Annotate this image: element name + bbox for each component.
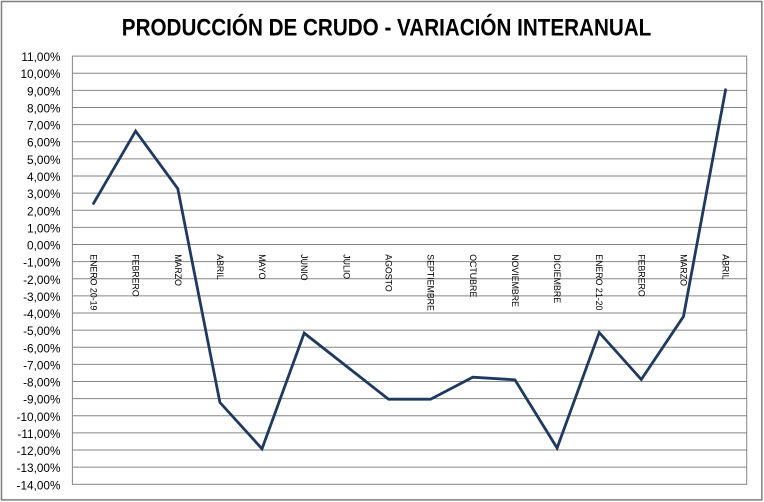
svg-text:-11,00%: -11,00% (17, 427, 61, 441)
svg-text:4,00%: 4,00% (27, 170, 61, 184)
svg-text:OCTUBRE: OCTUBRE (468, 254, 478, 297)
svg-text:-5,00%: -5,00% (23, 324, 61, 338)
svg-text:NOVIEMBRE: NOVIEMBRE (510, 254, 520, 307)
svg-text:PRODUCCIÓN DE CRUDO - VARIACIÓ: PRODUCCIÓN DE CRUDO - VARIACIÓN INTERANU… (122, 14, 652, 42)
svg-text:-9,00%: -9,00% (23, 393, 61, 407)
svg-text:JUNIO: JUNIO (299, 254, 309, 281)
svg-text:FEBRERO: FEBRERO (131, 254, 141, 297)
svg-text:-14,00%: -14,00% (17, 478, 61, 492)
svg-text:ABRIL: ABRIL (721, 254, 731, 280)
svg-text:1,00%: 1,00% (27, 221, 61, 235)
svg-text:11,00%: 11,00% (21, 50, 61, 64)
svg-text:-13,00%: -13,00% (17, 461, 61, 475)
svg-text:10,00%: 10,00% (20, 67, 61, 81)
svg-text:JULIO: JULIO (341, 254, 351, 279)
svg-text:MARZO: MARZO (679, 254, 689, 286)
svg-text:3,00%: 3,00% (27, 187, 61, 201)
svg-text:9,00%: 9,00% (27, 84, 61, 98)
svg-text:0,00%: 0,00% (27, 239, 61, 253)
svg-text:8,00%: 8,00% (27, 101, 61, 115)
svg-text:-2,00%: -2,00% (23, 273, 61, 287)
svg-text:-8,00%: -8,00% (23, 376, 61, 390)
svg-text:AGOSTO: AGOSTO (384, 254, 394, 292)
svg-text:-3,00%: -3,00% (23, 290, 61, 304)
svg-text:-10,00%: -10,00% (17, 410, 61, 424)
svg-text:ENERO 20-19: ENERO 20-19 (89, 254, 99, 310)
svg-text:6,00%: 6,00% (27, 136, 61, 150)
svg-text:FEBRERO: FEBRERO (636, 254, 646, 297)
svg-text:-4,00%: -4,00% (23, 307, 61, 321)
svg-text:ABRIL: ABRIL (215, 254, 225, 280)
svg-text:ENERO 21-20: ENERO 21-20 (594, 254, 604, 310)
svg-text:SEPTIEMBRE: SEPTIEMBRE (426, 254, 436, 311)
svg-text:7,00%: 7,00% (27, 119, 61, 133)
svg-text:MAYO: MAYO (257, 254, 267, 279)
svg-text:-6,00%: -6,00% (23, 341, 61, 355)
svg-text:-1,00%: -1,00% (23, 256, 61, 270)
svg-text:2,00%: 2,00% (27, 204, 61, 218)
svg-text:-7,00%: -7,00% (23, 358, 61, 372)
svg-text:DICIEMBRE: DICIEMBRE (552, 254, 562, 303)
svg-text:5,00%: 5,00% (27, 153, 61, 167)
svg-text:MARZO: MARZO (173, 254, 183, 286)
svg-text:-12,00%: -12,00% (17, 444, 61, 458)
